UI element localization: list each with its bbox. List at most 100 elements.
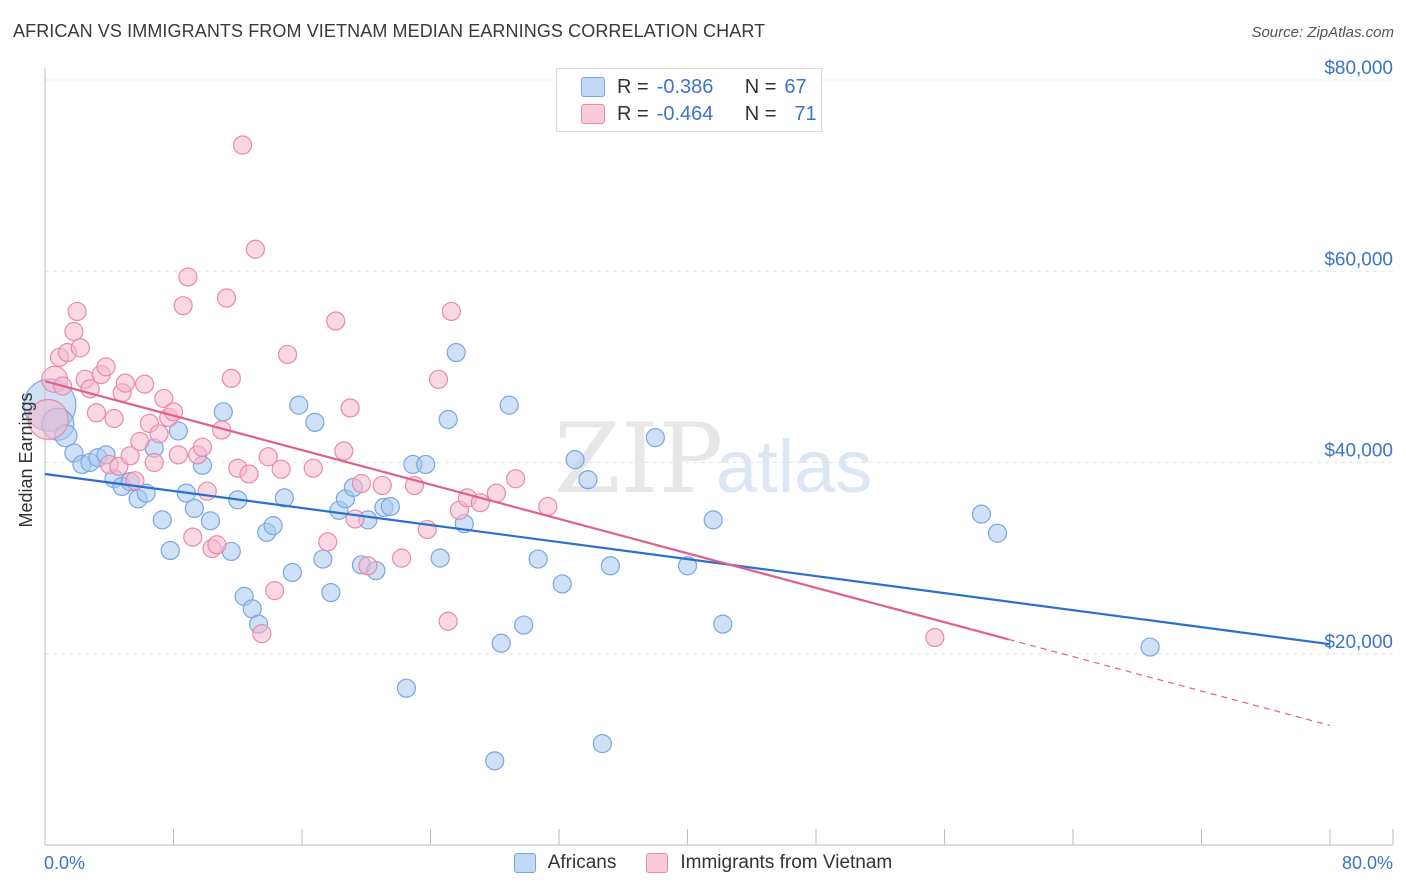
legend-row-vietnam: R = -0.464 N = 71 xyxy=(581,102,817,126)
point-vietnam xyxy=(506,469,526,489)
point-vietnam xyxy=(303,458,323,478)
legend-swatch-vietnam xyxy=(581,104,605,124)
point-africans xyxy=(645,428,665,448)
point-vietnam xyxy=(130,431,150,452)
point-africans xyxy=(430,548,450,568)
point-africans xyxy=(592,734,612,754)
point-africans xyxy=(184,498,204,518)
point-vietnam xyxy=(207,535,227,555)
point-vietnam xyxy=(438,611,458,631)
series-label-vietnam: Immigrants from Vietnam xyxy=(680,852,893,873)
series-legend-item-africans[interactable]: Africans xyxy=(513,852,617,874)
x-tick-label-min: 0.0% xyxy=(44,853,85,873)
point-vietnam xyxy=(441,301,461,322)
point-africans xyxy=(677,556,698,576)
point-vietnam xyxy=(265,581,285,601)
y-tick-label: $40,000 xyxy=(1324,441,1393,462)
point-africans xyxy=(200,511,221,531)
point-vietnam xyxy=(178,267,198,287)
point-vietnam xyxy=(277,344,298,365)
trend-line-africans xyxy=(44,472,1331,646)
point-africans xyxy=(565,450,585,470)
point-africans xyxy=(713,614,733,634)
point-vietnam xyxy=(245,239,266,259)
point-vietnam xyxy=(538,496,558,517)
point-vietnam xyxy=(216,288,237,308)
legend-r-label: R = xyxy=(617,102,649,125)
point-africans xyxy=(491,633,511,653)
point-vietnam xyxy=(221,368,241,388)
point-vietnam xyxy=(154,388,174,409)
point-vietnam xyxy=(197,481,217,501)
point-africans xyxy=(416,454,436,475)
point-vietnam xyxy=(345,509,365,529)
point-vietnam xyxy=(271,459,291,479)
point-vietnam xyxy=(340,398,360,418)
point-vietnam xyxy=(86,403,107,423)
point-africans xyxy=(514,615,534,635)
point-africans xyxy=(160,540,180,561)
point-vietnam xyxy=(232,135,253,155)
point-vietnam xyxy=(144,452,164,473)
correlation-legend: R = -0.386 N = 67 R = -0.464 N = 71 xyxy=(556,68,822,132)
point-vietnam xyxy=(173,296,193,316)
legend-r-value: -0.464 xyxy=(656,102,714,125)
series-label-africans: Africans xyxy=(547,852,617,873)
point-vietnam xyxy=(239,464,259,484)
trend-line-vietnam-extension xyxy=(1008,638,1331,727)
point-africans xyxy=(446,342,466,363)
legend-n-value: 67 xyxy=(784,75,807,98)
point-africans xyxy=(703,510,723,530)
point-africans xyxy=(313,549,333,569)
y-tick-labels: $20,000 $40,000 $60,000 $80,000 xyxy=(1324,58,1393,653)
point-africans xyxy=(168,421,188,441)
series-legend-item-vietnam[interactable]: Immigrants from Vietnam xyxy=(646,852,892,874)
point-africans xyxy=(305,412,325,432)
series-swatch-africans xyxy=(513,853,536,873)
chart-title: AFRICAN VS IMMIGRANTS FROM VIETNAM MEDIA… xyxy=(13,21,766,41)
point-vietnam xyxy=(358,556,378,576)
point-africans xyxy=(263,516,283,536)
point-africans xyxy=(971,504,992,524)
point-africans xyxy=(289,395,309,415)
point-vietnam xyxy=(351,473,372,494)
chart-source: Source: ZipAtlas.com xyxy=(1251,24,1394,41)
point-africans xyxy=(282,562,302,583)
point-africans xyxy=(396,678,417,698)
point-vietnam xyxy=(334,441,354,461)
point-vietnam xyxy=(252,624,272,644)
point-vietnam xyxy=(70,338,90,358)
legend-r-value: -0.386 xyxy=(656,75,714,98)
point-vietnam xyxy=(115,373,135,393)
legend-n-label: N = xyxy=(744,75,777,98)
point-africans xyxy=(1140,637,1160,657)
point-vietnam xyxy=(120,446,140,466)
legend-r-label: R = xyxy=(617,75,649,98)
point-vietnam xyxy=(428,369,449,389)
y-tick-label: $60,000 xyxy=(1324,249,1393,270)
point-vietnam xyxy=(27,398,69,441)
x-tick-label-max: 80.0% xyxy=(1342,853,1393,873)
data-points xyxy=(23,135,1160,771)
point-vietnam xyxy=(391,548,412,568)
point-vietnam xyxy=(168,445,188,465)
y-tick-label: $20,000 xyxy=(1324,632,1393,653)
point-africans xyxy=(274,488,294,508)
point-africans xyxy=(499,395,519,415)
point-africans xyxy=(485,751,505,771)
point-africans xyxy=(213,402,233,422)
point-vietnam xyxy=(183,527,203,547)
legend-n-value: 71 xyxy=(794,102,817,125)
legend-row-africans: R = -0.386 N = 67 xyxy=(581,75,807,99)
point-vietnam xyxy=(67,301,87,322)
point-africans xyxy=(321,582,341,603)
y-tick-label: $80,000 xyxy=(1324,58,1393,79)
point-africans xyxy=(600,556,621,576)
series-swatch-vietnam xyxy=(646,853,669,873)
gridlines xyxy=(45,79,1393,655)
watermark: ZIP atlas xyxy=(554,403,872,515)
trend-line-vietnam xyxy=(44,380,1010,641)
point-vietnam xyxy=(149,424,169,444)
series-legend: Africans Immigrants from Vietnam xyxy=(0,852,1406,874)
